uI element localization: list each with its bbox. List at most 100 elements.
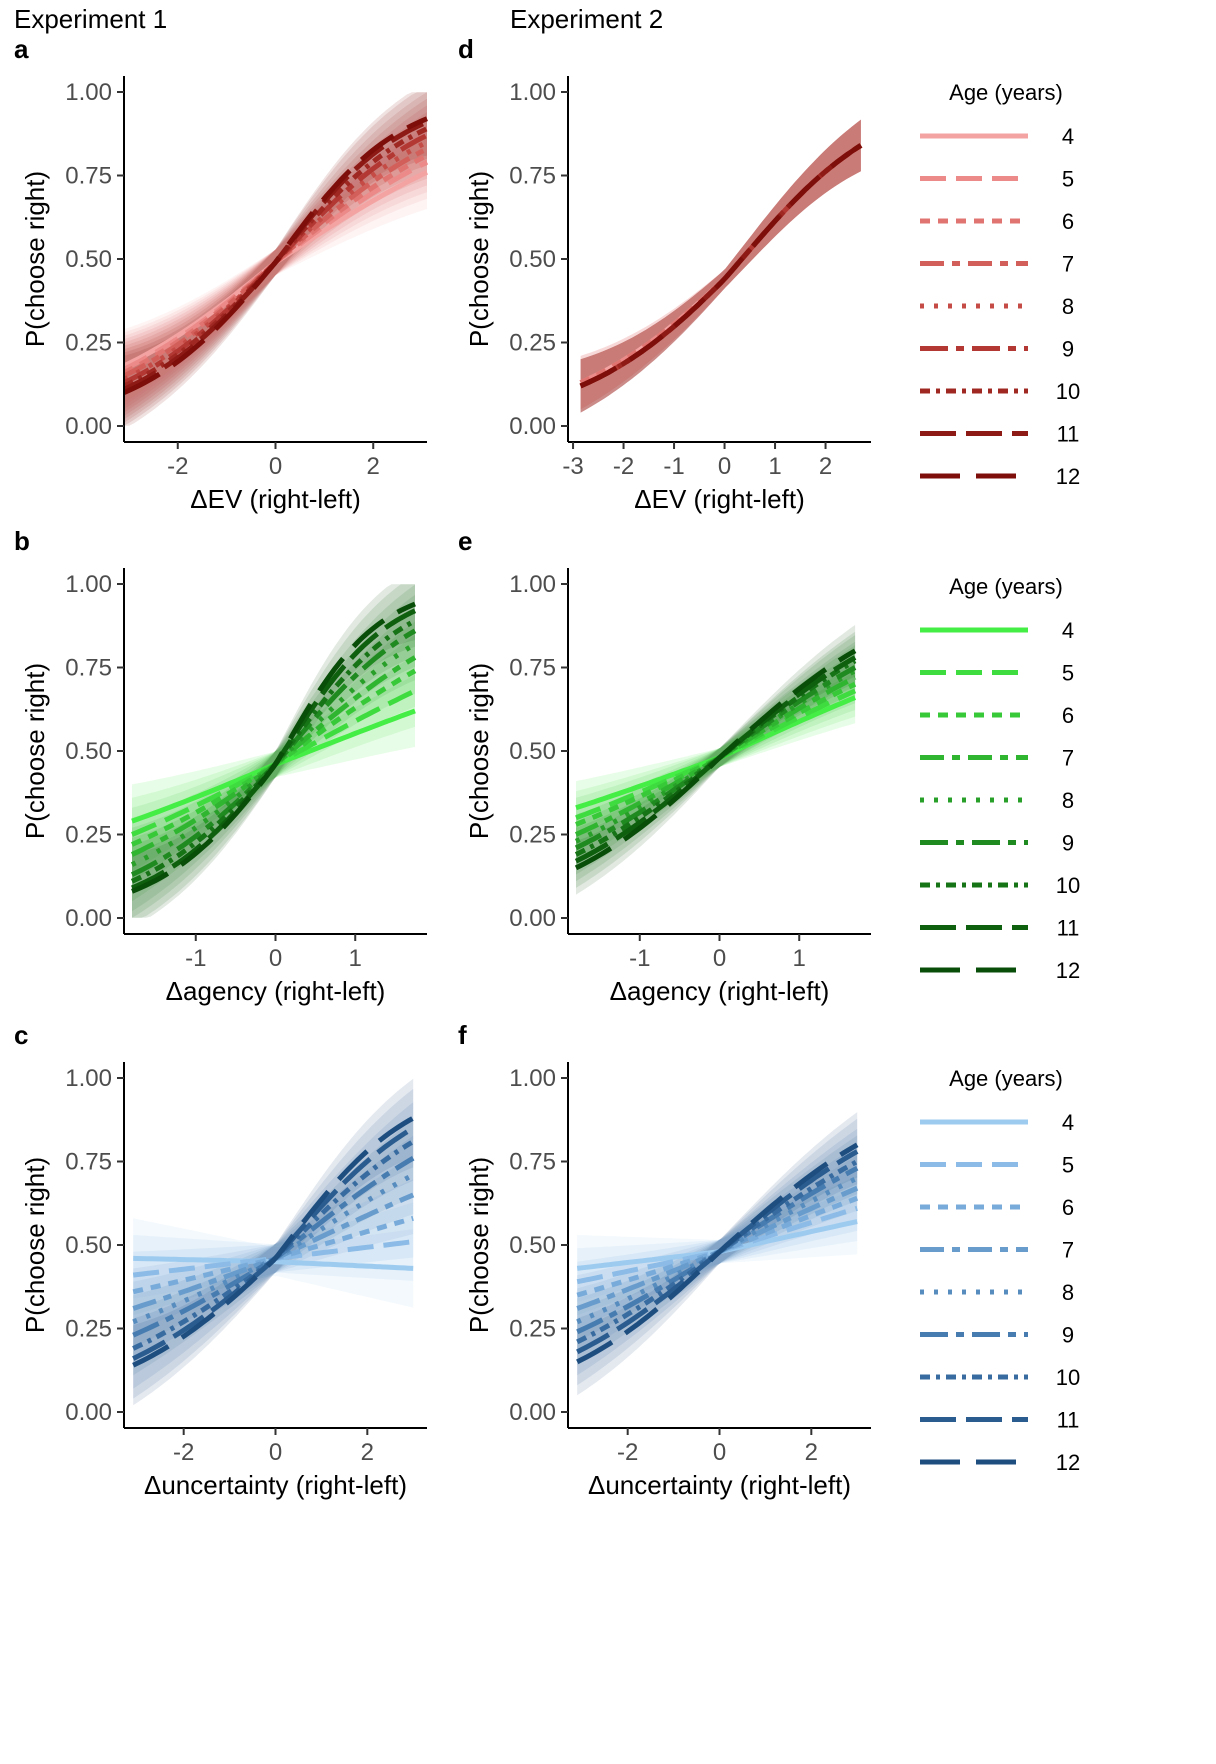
x-tick-label: 0 — [269, 1439, 282, 1466]
legend-label-age-9: 9 — [1062, 1323, 1074, 1348]
x-tick-label: 0 — [713, 945, 726, 972]
legend-label-age-7: 7 — [1062, 746, 1074, 771]
y-tick-label: 0.50 — [65, 246, 112, 273]
ci-ribbon-age-6 — [133, 1179, 414, 1332]
y-tick-label: 0.00 — [509, 413, 556, 440]
legend-label-age-12: 12 — [1056, 958, 1080, 983]
y-tick-label: 0.00 — [65, 905, 112, 932]
x-tick-label: 0 — [269, 945, 282, 972]
legend-label-age-4: 4 — [1062, 124, 1074, 149]
ci-ribbon-age-8 — [132, 608, 415, 902]
x-tick-label: 2 — [367, 453, 380, 480]
y-tick-label: 0.00 — [65, 413, 112, 440]
x-tick-label: 1 — [793, 945, 806, 972]
x-axis-title: Δuncertainty (right-left) — [144, 1470, 407, 1500]
x-tick-label: -1 — [663, 453, 684, 480]
x-tick-label: 0 — [713, 1439, 726, 1466]
legend-red: Age (years) 4 5 6 7 8 9 10 11 12 — [920, 80, 1080, 489]
y-tick-label: 1.00 — [509, 79, 556, 106]
legend-label-age-10: 10 — [1056, 873, 1080, 898]
legend-label-age-10: 10 — [1056, 1365, 1080, 1390]
y-axis-title: P(choose right) — [464, 171, 494, 347]
series-line-age-12 — [579, 143, 863, 389]
legend-label-age-10: 10 — [1056, 379, 1080, 404]
x-tick-label: -3 — [562, 453, 583, 480]
legend-label-age-6: 6 — [1062, 1195, 1074, 1220]
legend-blue: Age (years) 4 5 6 7 8 9 10 11 12 — [920, 1066, 1080, 1475]
y-tick-label: 1.00 — [509, 1065, 556, 1092]
legend-label-age-9: 9 — [1062, 337, 1074, 362]
panel-f: f 0.00 0.25 0.50 0.75 1.00 -2 0 2 Δuncertainty (r… — [458, 1020, 871, 1500]
x-tick-label: 1 — [349, 945, 362, 972]
panel-letter: d — [458, 34, 474, 64]
experiment-1-title: Experiment 1 — [14, 4, 167, 34]
x-tick-label: -1 — [185, 945, 206, 972]
ci-ribbon-age-5 — [577, 1175, 858, 1316]
y-axis-title: P(choose right) — [464, 1157, 494, 1333]
y-tick-label: 0.75 — [65, 1149, 112, 1176]
legend-label-age-7: 7 — [1062, 1238, 1074, 1263]
x-axis-title: Δuncertainty (right-left) — [588, 1470, 851, 1500]
legend-label-age-11: 11 — [1057, 1408, 1080, 1433]
y-tick-label: 0.25 — [509, 822, 556, 849]
legend-label-age-5: 5 — [1062, 167, 1074, 192]
x-tick-label: 0 — [718, 453, 731, 480]
ci-ribbon-age-4 — [580, 119, 861, 410]
legend-label-age-11: 11 — [1057, 422, 1080, 447]
series-line-age-12 — [123, 116, 428, 395]
y-tick-label: 0.50 — [65, 1232, 112, 1259]
y-tick-label: 1.00 — [65, 1065, 112, 1092]
series-line-age-7 — [122, 146, 429, 379]
experiment-2-title: Experiment 2 — [510, 4, 663, 34]
panel-e: e 0.00 0.25 0.50 0.75 1.00 -1 0 1 Δagency (right-… — [458, 526, 871, 1006]
series-line-age-10 — [574, 658, 857, 857]
ci-ribbon-age-9 — [132, 594, 415, 912]
series-line-age-12 — [576, 1142, 859, 1365]
legend-label-age-11: 11 — [1057, 916, 1080, 941]
x-axis-title: Δagency (right-left) — [166, 976, 386, 1006]
series-line-age-8 — [122, 139, 429, 382]
ci-ribbon-age-6 — [132, 634, 415, 882]
legend-label-age-7: 7 — [1062, 252, 1074, 277]
x-axis-title: Δagency (right-left) — [610, 976, 830, 1006]
series-line-age-12 — [132, 1115, 415, 1368]
legend-label-age-8: 8 — [1062, 788, 1074, 813]
y-tick-label: 0.50 — [509, 246, 556, 273]
y-tick-label: 0.00 — [509, 905, 556, 932]
y-tick-label: 0.25 — [65, 822, 112, 849]
ci-ribbon-age-6 — [580, 119, 861, 410]
y-tick-label: 0.75 — [509, 655, 556, 682]
y-axis-title: P(choose right) — [20, 171, 50, 347]
legends: Age (years) 4 5 6 7 8 9 10 11 12 Age (years) 4 5 6 7 8 9… — [920, 80, 1080, 1475]
series-line-age-6 — [132, 1215, 414, 1295]
x-tick-label: 2 — [819, 453, 832, 480]
series-line-age-12 — [131, 601, 416, 894]
panel-letter: c — [14, 1020, 28, 1050]
legend-label-age-8: 8 — [1062, 294, 1074, 319]
series-line-age-5 — [132, 1239, 414, 1278]
legend-label-age-6: 6 — [1062, 209, 1074, 234]
x-tick-label: -2 — [613, 453, 634, 480]
panel-letter: f — [458, 1020, 467, 1050]
ci-ribbon-age-12 — [580, 119, 861, 413]
y-tick-label: 0.00 — [65, 1399, 112, 1426]
y-tick-label: 1.00 — [509, 571, 556, 598]
legend-title: Age (years) — [949, 80, 1063, 105]
panel-b: b 0.00 0.25 0.50 0.75 1.00 -1 0 1 Δagency (right-… — [14, 526, 427, 1006]
legend-label-age-6: 6 — [1062, 703, 1074, 728]
series-line-age-10 — [122, 126, 429, 389]
y-tick-label: 0.00 — [509, 1399, 556, 1426]
panel-d: d 0.00 0.25 0.50 0.75 1.00 -3 -2 -1 0 1 2 ΔEV (right… — [458, 34, 871, 514]
y-tick-label: 0.50 — [509, 738, 556, 765]
panel-letter: e — [458, 526, 472, 556]
y-axis-title: P(choose right) — [20, 663, 50, 839]
x-tick-label: 2 — [805, 1439, 818, 1466]
legend-label-age-12: 12 — [1056, 464, 1080, 489]
y-tick-label: 0.75 — [509, 1149, 556, 1176]
ci-ribbon-age-10 — [124, 92, 427, 423]
panel-letter: b — [14, 526, 30, 556]
y-tick-label: 0.75 — [509, 163, 556, 190]
